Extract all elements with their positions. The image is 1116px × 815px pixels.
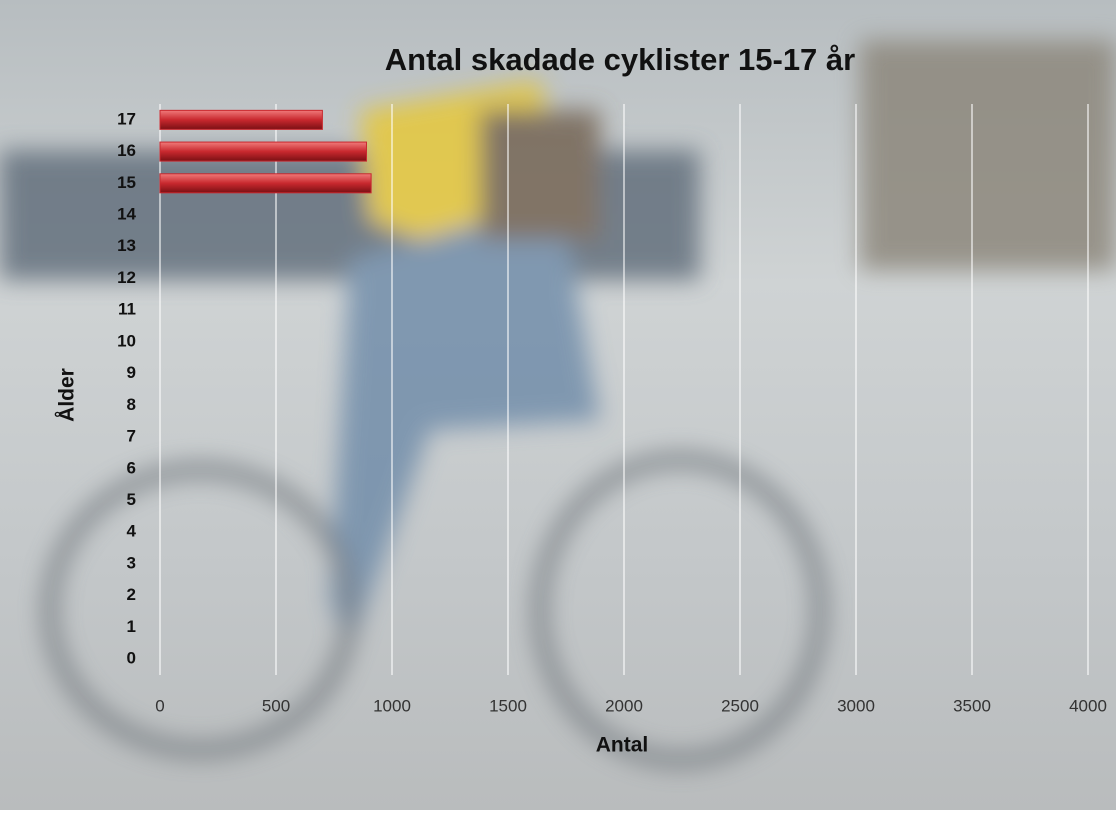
y-tick-label: 14: [117, 205, 136, 224]
x-tick-label: 0: [155, 696, 164, 715]
x-tick-label: 2000: [605, 696, 643, 715]
y-tick-label: 6: [127, 458, 136, 477]
y-tick-label: 10: [117, 331, 136, 350]
x-tick-label: 3000: [837, 696, 875, 715]
x-tick-label: 3500: [953, 696, 991, 715]
x-tick-label: 2500: [721, 696, 759, 715]
y-tick-label: 7: [127, 427, 136, 446]
y-tick-label: 8: [127, 395, 136, 414]
y-tick-label: 3: [127, 553, 136, 572]
x-tick-label: 1000: [373, 696, 411, 715]
chart-title: Antal skadade cyklister 15-17 år: [385, 42, 855, 77]
bar: [160, 142, 366, 161]
y-tick-label: 0: [127, 649, 136, 668]
y-tick-label: 13: [117, 236, 136, 255]
y-tick-label: 15: [117, 173, 136, 192]
x-tick-label: 1500: [489, 696, 527, 715]
y-axis-label: Ålder: [55, 368, 79, 422]
x-tick-label: 4000: [1069, 696, 1107, 715]
chart: Antal skadade cyklister 15-17 år Antal Å…: [0, 0, 1116, 810]
x-axis-label: Antal: [596, 734, 649, 757]
y-tick-label: 4: [127, 522, 137, 541]
bar: [160, 110, 322, 129]
y-tick-label: 9: [127, 363, 136, 382]
bar: [160, 174, 371, 193]
y-tick-label: 2: [127, 585, 136, 604]
y-tick-label: 11: [118, 300, 136, 319]
y-tick-label: 12: [117, 268, 136, 287]
y-tick-label: 17: [117, 109, 136, 128]
y-tick-label: 1: [127, 617, 136, 636]
x-tick-label: 500: [262, 696, 290, 715]
y-tick-label: 5: [127, 490, 136, 509]
y-tick-label: 16: [117, 141, 136, 160]
